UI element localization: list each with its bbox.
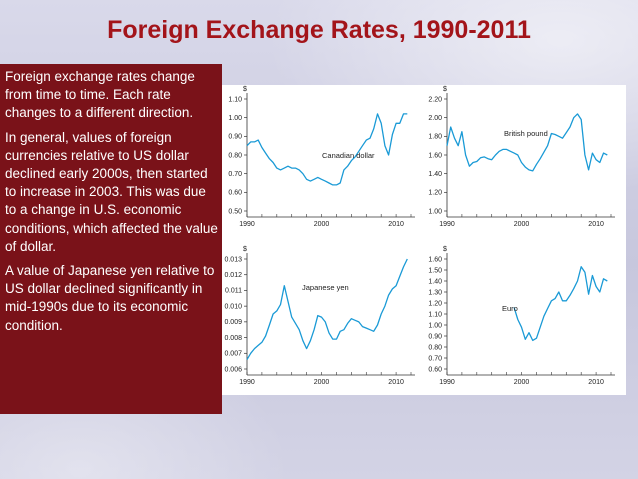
y-tick-label: 1.40 bbox=[428, 278, 442, 285]
series-line bbox=[513, 266, 608, 342]
x-tick-label: 2010 bbox=[388, 221, 404, 228]
x-tick-label: 2000 bbox=[314, 221, 330, 228]
y-tick-label: 0.009 bbox=[224, 319, 242, 326]
series-annotation: Japanese yen bbox=[302, 283, 349, 292]
y-tick-label: 0.70 bbox=[428, 355, 442, 362]
slide-text-box: Foreign exchange rates change from time … bbox=[0, 64, 222, 414]
y-tick-label: 0.60 bbox=[428, 366, 442, 373]
slide-title: Foreign Exchange Rates, 1990-2011 bbox=[107, 16, 531, 44]
y-tick-label: 0.008 bbox=[224, 335, 242, 342]
x-tick-label: 2000 bbox=[514, 379, 530, 386]
y-axis-unit-label: $ bbox=[243, 246, 247, 253]
y-tick-label: 1.40 bbox=[428, 171, 442, 178]
y-tick-label: 0.80 bbox=[428, 344, 442, 351]
y-tick-label: 1.20 bbox=[428, 190, 442, 197]
paragraph-3: A value of Japanese yen relative to US d… bbox=[5, 263, 215, 333]
series-annotation: Euro bbox=[502, 304, 518, 313]
series-annotation: British pound bbox=[504, 129, 548, 138]
y-axis-unit-label: $ bbox=[243, 86, 247, 93]
y-tick-label: 0.90 bbox=[228, 134, 242, 141]
y-tick-label: 1.50 bbox=[428, 267, 442, 274]
y-tick-label: 1.10 bbox=[428, 311, 442, 318]
y-tick-label: 1.80 bbox=[428, 134, 442, 141]
x-tick-label: 2000 bbox=[314, 379, 330, 386]
x-tick-label: 1990 bbox=[239, 221, 255, 228]
y-tick-label: 0.90 bbox=[428, 333, 442, 340]
y-tick-label: 0.006 bbox=[224, 366, 242, 373]
paragraph-2: In general, values of foreign currencies… bbox=[5, 129, 218, 254]
x-tick-label: 2010 bbox=[588, 221, 604, 228]
chart-panel-2: $1.00 1.20 1.40 1.60 1.80 2.00 2.20 1990 2000 201… bbox=[428, 86, 615, 228]
x-tick-label: 2010 bbox=[588, 379, 604, 386]
chart-panel-1: $0.50 0.60 0.70 0.80 0.90 1.00 1.10 1990 2000 201… bbox=[228, 86, 415, 228]
x-tick-label: 2010 bbox=[388, 379, 404, 386]
series-line bbox=[246, 258, 408, 360]
series-annotation: Canadian dollar bbox=[322, 151, 375, 160]
chart-panel-4: $0.60 0.70 0.80 0.90 1.00 1.10 1.20 1.30 1.40 1.5… bbox=[428, 246, 615, 386]
y-axis-unit-label: $ bbox=[443, 86, 447, 93]
y-tick-label: 0.010 bbox=[224, 303, 242, 310]
y-tick-label: 0.60 bbox=[228, 190, 242, 197]
y-tick-label: 1.60 bbox=[428, 152, 442, 159]
x-tick-label: 1990 bbox=[239, 379, 255, 386]
y-tick-label: 1.30 bbox=[428, 289, 442, 296]
exchange-rate-charts: $0.50 0.60 0.70 0.80 0.90 1.00 1.10 1990 2000 201… bbox=[224, 86, 615, 386]
y-tick-label: 2.20 bbox=[428, 96, 442, 103]
x-tick-label: 1990 bbox=[439, 221, 455, 228]
y-tick-label: 0.012 bbox=[224, 272, 242, 279]
exchange-rate-figure: $0.50 0.60 0.70 0.80 0.90 1.00 1.10 1990 2000 201… bbox=[222, 85, 626, 395]
y-tick-label: 1.20 bbox=[428, 300, 442, 307]
x-tick-label: 1990 bbox=[439, 379, 455, 386]
chart-panel-3: $0.006 0.007 0.008 0.009 0.010 0.011 0.012 0.01… bbox=[224, 246, 415, 386]
y-tick-label: 0.50 bbox=[228, 208, 242, 215]
y-tick-label: 0.80 bbox=[228, 152, 242, 159]
y-tick-label: 1.10 bbox=[228, 96, 242, 103]
y-tick-label: 0.013 bbox=[224, 256, 242, 263]
x-tick-label: 2000 bbox=[514, 221, 530, 228]
series-line bbox=[246, 113, 408, 186]
y-tick-label: 1.00 bbox=[428, 208, 442, 215]
y-tick-label: 0.70 bbox=[228, 171, 242, 178]
y-tick-label: 1.00 bbox=[428, 322, 442, 329]
y-axis-unit-label: $ bbox=[443, 246, 447, 253]
paragraph-1: Foreign exchange rates change from time … bbox=[5, 69, 195, 121]
y-tick-label: 1.00 bbox=[228, 115, 242, 122]
y-tick-label: 0.007 bbox=[224, 351, 242, 358]
y-tick-label: 0.011 bbox=[225, 288, 242, 295]
y-tick-label: 2.00 bbox=[428, 115, 442, 122]
y-tick-label: 1.60 bbox=[428, 256, 442, 263]
series-line bbox=[446, 113, 608, 172]
